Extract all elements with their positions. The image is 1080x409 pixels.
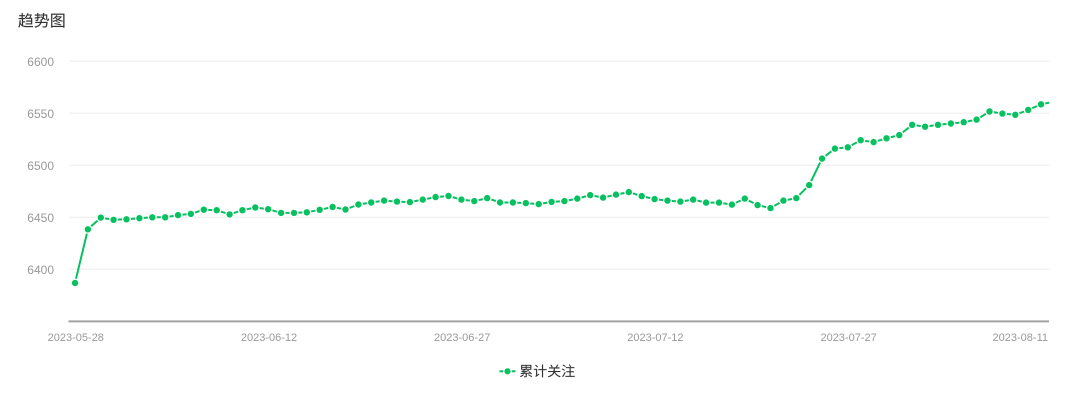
svg-text:6600: 6600: [27, 55, 54, 69]
svg-text:6450: 6450: [27, 211, 54, 225]
svg-text:6550: 6550: [27, 107, 54, 121]
svg-text:2023-06-27: 2023-06-27: [434, 332, 490, 344]
svg-text:2023-06-12: 2023-06-12: [241, 332, 297, 344]
svg-text:6500: 6500: [27, 159, 54, 173]
svg-text:6400: 6400: [27, 263, 54, 277]
svg-text:2023-08-11: 2023-08-11: [993, 332, 1048, 344]
svg-text:2023-05-28: 2023-05-28: [48, 332, 104, 344]
svg-text:2023-07-12: 2023-07-12: [627, 332, 683, 344]
svg-text:2023-07-27: 2023-07-27: [820, 332, 876, 344]
